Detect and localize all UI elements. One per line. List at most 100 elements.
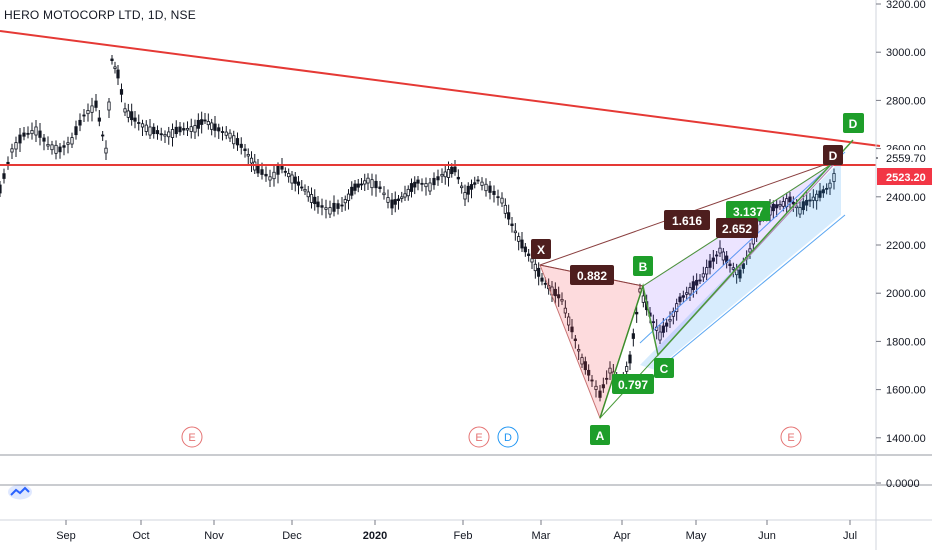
point-d-target[interactable]: D — [843, 113, 864, 133]
price-badge-top-label: 2559.70 — [886, 153, 926, 165]
time-tick-label: Feb — [454, 530, 473, 542]
candle — [791, 196, 795, 212]
candle — [210, 118, 214, 136]
candle — [239, 137, 243, 155]
candle — [715, 251, 719, 264]
candle — [798, 201, 802, 218]
ratio-bd1[interactable]: 2.652 — [716, 218, 758, 238]
candle — [811, 189, 815, 209]
earnings-marker-2-label: E — [475, 432, 482, 444]
candle — [343, 195, 347, 211]
point-d-label: D — [829, 149, 838, 163]
candle — [137, 114, 141, 131]
candle — [350, 181, 354, 200]
candle — [303, 184, 307, 195]
candle — [416, 176, 420, 191]
candle — [228, 129, 232, 142]
candle — [268, 169, 272, 187]
candle — [567, 313, 571, 331]
candle — [18, 128, 22, 152]
candle — [748, 242, 752, 259]
candle — [560, 292, 564, 305]
candle — [126, 103, 130, 123]
candle — [513, 223, 517, 241]
candle — [374, 174, 378, 197]
channel-lower[interactable] — [654, 214, 846, 373]
candle — [480, 177, 484, 191]
point-b-label: B — [639, 260, 648, 274]
candle — [220, 126, 225, 141]
candle — [688, 282, 692, 301]
candle — [163, 130, 167, 143]
candle — [174, 120, 178, 138]
candle — [0, 181, 2, 197]
candle — [2, 168, 6, 184]
candle — [232, 130, 236, 149]
time-tick-label: Nov — [204, 530, 224, 542]
candle — [113, 61, 117, 74]
earnings-marker-2[interactable]: E — [468, 426, 490, 448]
point-d[interactable]: D — [823, 145, 843, 165]
candle — [359, 178, 364, 190]
candle — [42, 134, 46, 151]
point-a[interactable]: A — [590, 425, 610, 445]
candle — [718, 240, 722, 257]
point-b[interactable]: B — [633, 256, 653, 276]
candle — [658, 325, 662, 344]
ratio-ac[interactable]: 0.797 — [612, 374, 654, 394]
candle — [283, 167, 287, 177]
candle — [503, 198, 507, 219]
tradingview-logo-icon[interactable] — [7, 484, 33, 500]
candle — [22, 127, 26, 141]
ratio-bd2[interactable]: 3.137 — [726, 201, 770, 221]
candle — [249, 151, 254, 172]
earnings-marker-3[interactable]: E — [780, 426, 802, 448]
candle — [601, 377, 605, 393]
time-axis[interactable]: Sep Oct Nov Dec 2020 Feb Mar Apr May Jun Jul — [56, 520, 857, 542]
candle — [133, 111, 137, 129]
candle — [721, 248, 725, 265]
ratio-xb[interactable]: 0.882 — [570, 265, 614, 285]
candle — [488, 181, 492, 200]
candle — [825, 183, 829, 195]
point-a-label: A — [596, 429, 605, 443]
candle — [148, 119, 152, 139]
candle — [10, 143, 14, 159]
last-price-badge: 2523.20 — [877, 168, 932, 185]
candle — [30, 122, 34, 140]
channel-upper[interactable] — [639, 151, 846, 344]
ratio-xd-label: 1.616 — [672, 214, 702, 228]
candle — [738, 265, 742, 282]
dividend-marker[interactable]: D — [497, 426, 519, 448]
candle — [82, 109, 86, 122]
candle — [698, 274, 702, 284]
candle — [243, 144, 247, 158]
candle — [594, 380, 598, 398]
earnings-marker-1[interactable]: E — [181, 426, 203, 448]
candle — [708, 254, 712, 275]
candle — [678, 293, 682, 306]
candle — [510, 217, 514, 233]
candle — [332, 195, 336, 217]
candle — [287, 168, 291, 183]
price-axis[interactable]: 3200.003000.002800.002600.002400.002200.… — [876, 0, 926, 445]
candle — [346, 189, 351, 210]
candle — [306, 185, 310, 202]
candle — [605, 370, 609, 385]
candle — [400, 191, 404, 203]
ratio-bd2-label: 3.137 — [733, 205, 763, 219]
symbol-title[interactable]: HERO MOTOCORP LTD, 1D, NSE — [4, 8, 196, 22]
candle — [828, 179, 832, 195]
candle — [815, 190, 819, 210]
point-x[interactable]: X — [531, 239, 551, 259]
point-c[interactable]: C — [654, 358, 674, 378]
candle — [527, 249, 531, 262]
trendline-resistance[interactable] — [0, 30, 881, 147]
candle — [775, 199, 779, 217]
price-tick-label: 2200.00 — [886, 240, 926, 252]
candle — [14, 136, 18, 157]
ratio-xd[interactable]: 1.616 — [664, 210, 710, 230]
candle — [264, 166, 268, 182]
